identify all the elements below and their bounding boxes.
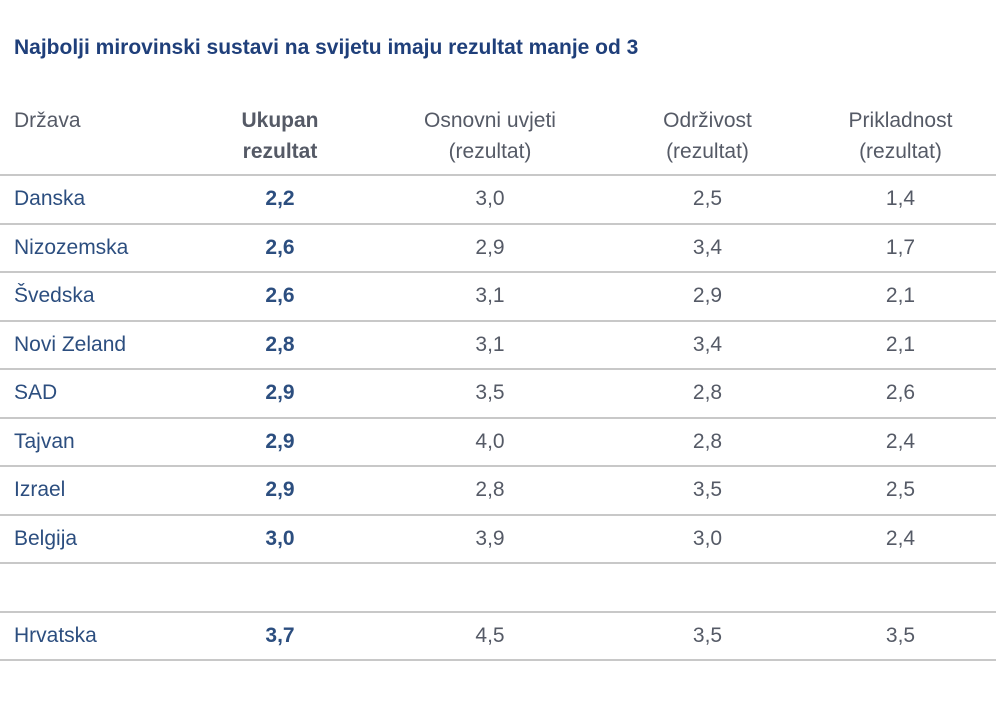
header-basic-line2: (rezultat)	[448, 140, 532, 163]
basic-score-cell: 3,9	[475, 526, 505, 550]
total-score-cell: 2,9	[265, 381, 295, 405]
header-sustainability-line1: Održivost	[663, 109, 752, 132]
sustainability-score-cell: 2,8	[692, 429, 723, 453]
basic-score-cell: 2,8	[475, 478, 505, 502]
table-row: Belgija 3,0 3,9 3,0 2,4	[0, 515, 996, 563]
basic-score-cell: 4,5	[475, 623, 505, 647]
country-cell: Danska	[14, 187, 86, 211]
basic-score-cell: 3,0	[475, 187, 505, 211]
header-adequacy-line2: (rezultat)	[859, 140, 942, 163]
total-score-cell: 2,8	[265, 332, 295, 356]
header-basic-line1: Osnovni uvjeti	[424, 109, 556, 132]
header-sustainability: Održivost (rezultat)	[610, 100, 805, 175]
adequacy-score-cell: 2,1	[885, 332, 916, 356]
country-cell: Tajvan	[14, 429, 75, 453]
adequacy-score-cell: 2,1	[885, 284, 916, 308]
basic-score-cell: 2,9	[475, 235, 505, 259]
country-cell: Belgija	[14, 526, 78, 550]
header-country: Država	[0, 100, 190, 175]
basic-score-cell: 4,0	[475, 429, 505, 453]
table-row: Švedska 2,6 3,1 2,9 2,1	[0, 272, 996, 321]
total-score-cell: 2,9	[265, 429, 295, 453]
adequacy-score-cell: 3,5	[885, 623, 916, 647]
header-sustainability-line2: (rezultat)	[666, 140, 749, 163]
total-score-cell: 2,2	[265, 187, 295, 211]
adequacy-score-cell: 2,6	[885, 381, 916, 405]
header-adequacy-line1: Prikladnost	[848, 109, 953, 132]
header-row: Država Ukupan rezultat Osnovni uvjeti (r…	[0, 100, 996, 175]
header-country-label: Država	[14, 109, 81, 132]
sustainability-score-cell: 3,0	[692, 526, 723, 550]
total-score-cell: 3,0	[265, 526, 295, 550]
table-row: SAD 2,9 3,5 2,8 2,6	[0, 369, 996, 418]
spacer-cell	[0, 563, 996, 612]
sustainability-score-cell: 2,8	[692, 381, 723, 405]
header-adequacy: Prikladnost (rezultat)	[805, 100, 996, 175]
country-cell: Novi Zeland	[14, 332, 127, 356]
country-cell: Izrael	[14, 478, 66, 502]
sustainability-score-cell: 2,5	[692, 187, 723, 211]
total-score-cell: 2,6	[265, 284, 295, 308]
sustainability-score-cell: 3,5	[692, 623, 723, 647]
country-cell: SAD	[14, 381, 58, 405]
adequacy-score-cell: 2,4	[885, 526, 916, 550]
table-row: Nizozemska 2,6 2,9 3,4 1,7	[0, 224, 996, 272]
adequacy-score-cell: 1,7	[885, 235, 916, 259]
sustainability-score-cell: 3,4	[692, 332, 723, 356]
total-score-cell: 2,9	[265, 478, 295, 502]
sustainability-score-cell: 3,4	[692, 235, 723, 259]
total-score-cell: 2,6	[265, 235, 295, 259]
header-total-line1: Ukupan	[241, 109, 319, 132]
spacer-row	[0, 563, 996, 612]
basic-score-cell: 3,1	[475, 332, 505, 356]
adequacy-score-cell: 2,5	[885, 478, 916, 502]
total-score-cell: 3,7	[265, 623, 295, 647]
basic-score-cell: 3,5	[475, 381, 505, 405]
header-total: Ukupan rezultat	[190, 100, 370, 175]
country-cell: Švedska	[14, 284, 95, 308]
table-row: Tajvan 2,9 4,0 2,8 2,4	[0, 418, 996, 466]
adequacy-score-cell: 2,4	[885, 429, 916, 453]
country-cell: Hrvatska	[14, 623, 97, 647]
pension-ranking-table: Država Ukupan rezultat Osnovni uvjeti (r…	[0, 100, 996, 661]
table-title: Najbolji mirovinski sustavi na svijetu i…	[14, 36, 639, 59]
country-cell: Nizozemska	[14, 235, 129, 259]
header-basic: Osnovni uvjeti (rezultat)	[370, 100, 610, 175]
table-row: Danska 2,2 3,0 2,5 1,4	[0, 175, 996, 224]
header-total-line2: rezultat	[242, 140, 318, 163]
table-row: Izrael 2,9 2,8 3,5 2,5	[0, 466, 996, 515]
adequacy-score-cell: 1,4	[885, 187, 916, 211]
sustainability-score-cell: 2,9	[692, 284, 723, 308]
basic-score-cell: 3,1	[475, 284, 505, 308]
sustainability-score-cell: 3,5	[692, 478, 723, 502]
table-row: Novi Zeland 2,8 3,1 3,4 2,1	[0, 321, 996, 369]
highlight-row: Hrvatska 3,7 4,5 3,5 3,5	[0, 612, 996, 660]
